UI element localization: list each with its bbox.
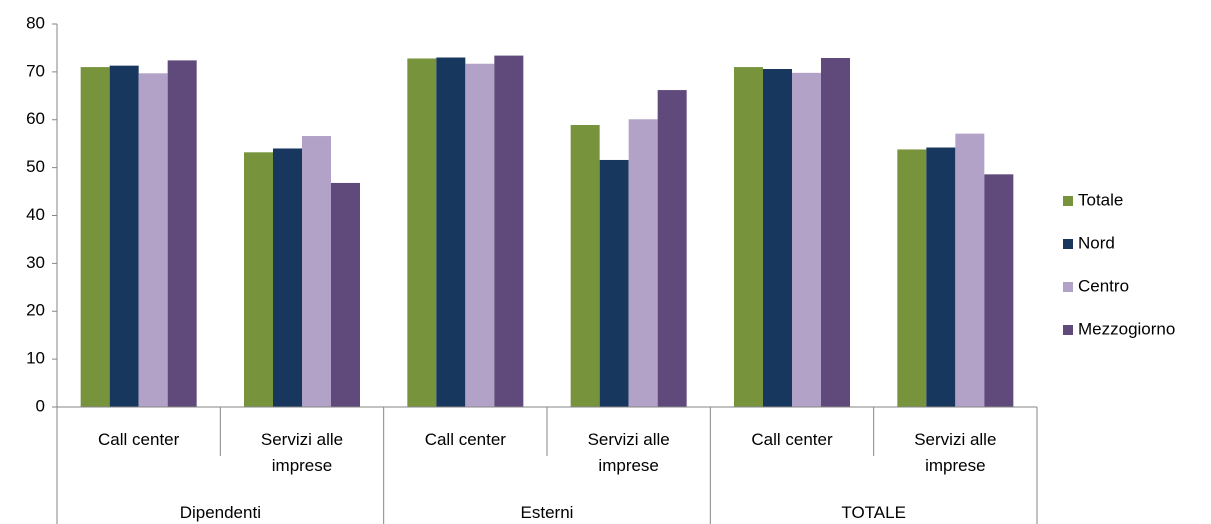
bar bbox=[955, 133, 985, 408]
bar bbox=[926, 147, 956, 407]
bar bbox=[302, 136, 331, 407]
legend-label: Nord bbox=[1078, 233, 1115, 252]
legend-label: Totale bbox=[1078, 190, 1123, 209]
bar bbox=[792, 72, 821, 408]
bar bbox=[331, 182, 360, 407]
bar bbox=[570, 125, 600, 408]
bar bbox=[273, 148, 302, 407]
y-tick-label: 70 bbox=[26, 61, 45, 80]
bar bbox=[763, 69, 792, 407]
bar bbox=[167, 60, 197, 407]
y-tick-label: 40 bbox=[26, 205, 45, 224]
group-label: Dipendenti bbox=[179, 503, 261, 522]
y-tick-label: 0 bbox=[36, 396, 45, 415]
bar bbox=[138, 73, 168, 407]
group-label: TOTALE bbox=[841, 503, 906, 522]
y-tick-label: 50 bbox=[26, 157, 45, 176]
legend-label: Mezzogiorno bbox=[1078, 319, 1175, 338]
legend-swatch bbox=[1063, 282, 1073, 292]
bar bbox=[821, 57, 850, 408]
bar bbox=[984, 174, 1014, 407]
legend-swatch bbox=[1063, 239, 1073, 249]
bar bbox=[407, 58, 437, 407]
x-tick-label: Servizi alle imprese bbox=[587, 430, 670, 475]
bar bbox=[465, 63, 495, 408]
x-tick-label: Servizi alle imprese bbox=[260, 430, 344, 475]
bar bbox=[109, 65, 139, 408]
y-tick-label: 20 bbox=[26, 301, 45, 320]
x-tick-label: Call center bbox=[751, 430, 833, 449]
bar bbox=[657, 90, 687, 407]
legend-label: Centro bbox=[1078, 276, 1129, 295]
bar bbox=[80, 67, 110, 408]
x-tick-label: Call center bbox=[98, 430, 180, 449]
bar bbox=[599, 159, 629, 407]
bar bbox=[628, 119, 658, 408]
legend-swatch bbox=[1063, 196, 1073, 206]
y-tick-label: 30 bbox=[26, 253, 45, 272]
legend-swatch bbox=[1063, 325, 1073, 335]
bar bbox=[734, 67, 763, 408]
bar bbox=[244, 152, 273, 407]
y-tick-label: 10 bbox=[26, 349, 45, 368]
x-tick-label: Call center bbox=[424, 430, 506, 449]
bar bbox=[494, 55, 524, 407]
group-label: Esterni bbox=[520, 503, 574, 522]
bar bbox=[436, 57, 466, 407]
y-tick-label: 80 bbox=[26, 13, 45, 32]
x-tick-label: Servizi alle imprese bbox=[914, 430, 997, 475]
bar bbox=[897, 149, 927, 407]
y-tick-label: 60 bbox=[26, 109, 45, 128]
